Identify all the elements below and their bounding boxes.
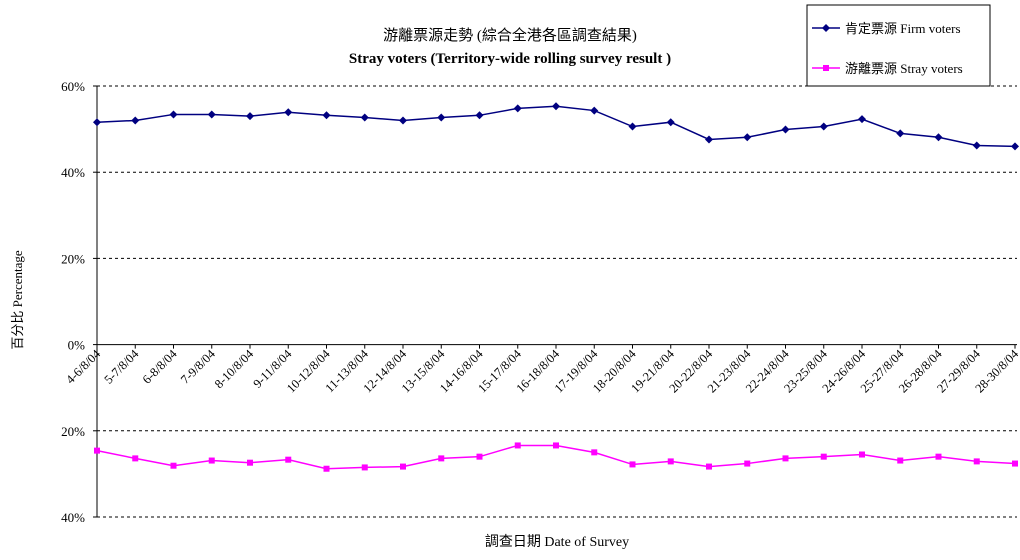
data-point-firm bbox=[322, 111, 331, 120]
data-point-stray bbox=[400, 463, 406, 470]
data-point-firm bbox=[552, 102, 560, 111]
data-point-stray bbox=[438, 455, 445, 462]
data-point-firm bbox=[666, 118, 675, 127]
chart-title: 游離票源走勢 (綜合全港各區調查結果) bbox=[383, 26, 637, 44]
data-point-stray bbox=[285, 456, 292, 463]
legend: 肯定票源 Firm voters 游離票源 Stray voters bbox=[806, 4, 991, 87]
data-point-firm bbox=[972, 141, 981, 150]
data-point-firm bbox=[743, 133, 752, 142]
x-tick-label: 8-10/8/04 bbox=[212, 346, 257, 391]
data-point-stray bbox=[667, 458, 674, 465]
y-tick-label: 20% bbox=[61, 424, 85, 439]
data-point-stray bbox=[323, 465, 330, 472]
data-point-firm bbox=[169, 110, 178, 119]
data-point-firm bbox=[819, 122, 828, 131]
data-point-firm bbox=[360, 113, 369, 122]
data-point-stray bbox=[1012, 460, 1018, 467]
data-point-stray bbox=[553, 442, 559, 449]
data-point-stray bbox=[782, 455, 789, 462]
data-point-firm bbox=[896, 129, 905, 138]
y-axis-label: 百分比 Percentage bbox=[10, 250, 25, 350]
data-point-firm bbox=[437, 113, 446, 122]
data-point-stray bbox=[170, 462, 177, 469]
x-axis-label: 調查日期 Date of Survey bbox=[485, 534, 629, 550]
data-point-firm bbox=[246, 112, 254, 121]
legend-marker-stray bbox=[823, 65, 829, 71]
y-tick-label: 0% bbox=[68, 338, 86, 353]
data-point-stray bbox=[208, 457, 215, 464]
data-point-firm bbox=[207, 110, 216, 119]
y-tick-label: 40% bbox=[61, 510, 85, 525]
data-point-stray bbox=[744, 460, 751, 467]
data-point-stray bbox=[514, 442, 521, 449]
x-axis: 4-6/8/045-7/8/046-8/8/047-9/8/048-10/8/0… bbox=[63, 344, 1020, 396]
data-point-stray bbox=[94, 447, 100, 454]
data-point-firm bbox=[590, 106, 599, 115]
data-point-stray bbox=[361, 464, 368, 471]
legend-label-firm: 肯定票源 Firm voters bbox=[845, 21, 961, 36]
series-line-firm bbox=[96, 105, 1016, 148]
gridlines bbox=[97, 85, 1017, 518]
data-point-firm bbox=[399, 116, 407, 125]
data-point-stray bbox=[132, 455, 139, 462]
legend-marker-firm bbox=[822, 24, 830, 32]
x-tick-label: 5-7/8/04 bbox=[102, 346, 142, 386]
data-point-stray bbox=[629, 461, 636, 468]
series-line-stray bbox=[96, 444, 1016, 470]
data-point-firm bbox=[513, 104, 522, 113]
data-point-stray bbox=[935, 453, 942, 460]
data-point-stray bbox=[706, 463, 712, 470]
data-point-firm bbox=[858, 115, 866, 124]
chart-subtitle: Stray voters (Territory-wide rolling sur… bbox=[349, 51, 671, 67]
y-tick-label: 20% bbox=[61, 251, 85, 266]
x-tick-label: 6-8/8/04 bbox=[140, 346, 180, 386]
data-point-firm bbox=[93, 118, 101, 127]
data-point-firm bbox=[131, 116, 140, 125]
data-point-firm bbox=[1011, 142, 1019, 151]
data-point-firm bbox=[934, 133, 943, 142]
data-point-stray bbox=[247, 459, 253, 466]
data-point-firm bbox=[628, 122, 637, 131]
data-point-stray bbox=[859, 451, 865, 458]
data-point-stray bbox=[820, 453, 827, 460]
data-point-stray bbox=[591, 449, 598, 456]
data-point-stray bbox=[973, 458, 980, 465]
y-axis: 60% 40% 20% 0% 20% 40% bbox=[61, 79, 98, 525]
series bbox=[93, 102, 1019, 472]
data-point-firm bbox=[705, 135, 713, 144]
legend-label-stray: 游離票源 Stray voters bbox=[845, 61, 963, 76]
data-point-stray bbox=[897, 457, 904, 464]
y-tick-label: 40% bbox=[61, 165, 85, 180]
data-point-firm bbox=[475, 111, 484, 120]
data-point-firm bbox=[781, 125, 790, 134]
data-point-stray bbox=[476, 453, 483, 460]
data-point-firm bbox=[284, 108, 293, 117]
y-tick-label: 60% bbox=[61, 79, 85, 94]
